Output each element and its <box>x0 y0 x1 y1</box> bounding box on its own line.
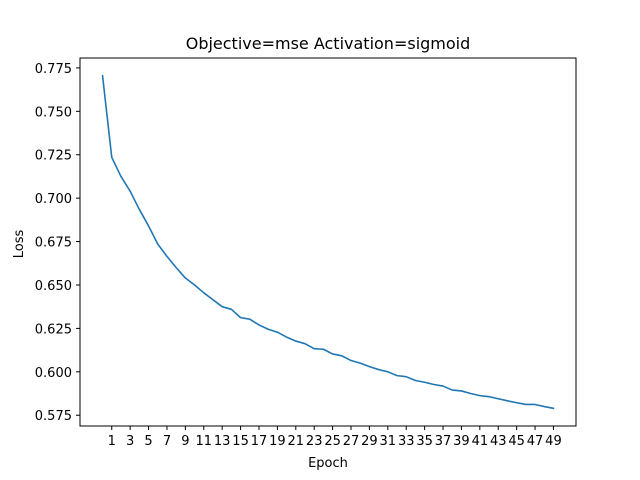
x-tick-label: 21 <box>288 434 305 449</box>
x-tick-label: 15 <box>232 434 249 449</box>
data-point <box>175 267 177 269</box>
data-point <box>286 336 288 338</box>
x-tick-label: 43 <box>490 434 507 449</box>
data-point <box>120 176 122 178</box>
x-tick-label: 37 <box>435 434 452 449</box>
data-point <box>442 385 444 387</box>
x-tick-label: 35 <box>416 434 433 449</box>
data-point <box>488 396 490 398</box>
data-point <box>111 157 113 159</box>
data-point <box>387 371 389 373</box>
y-tick-label: 0.650 <box>35 279 72 294</box>
x-tick-label: 1 <box>108 434 116 449</box>
data-point <box>277 331 279 333</box>
data-point <box>405 376 407 378</box>
data-point <box>497 398 499 400</box>
x-tick-label: 27 <box>343 434 360 449</box>
data-point <box>378 369 380 371</box>
y-tick-label: 0.725 <box>35 149 72 164</box>
data-point <box>350 360 352 362</box>
x-tick-label: 25 <box>324 434 341 449</box>
data-point <box>148 225 150 227</box>
x-tick-label: 23 <box>306 434 323 449</box>
x-tick-label: 3 <box>126 434 134 449</box>
data-point <box>212 299 214 301</box>
data-point <box>157 243 159 245</box>
data-point <box>424 381 426 383</box>
data-point <box>396 375 398 377</box>
data-point <box>323 348 325 350</box>
x-tick-label: 33 <box>398 434 415 449</box>
y-tick-label: 0.775 <box>35 62 72 77</box>
y-tick-label: 0.750 <box>35 105 72 120</box>
data-point <box>240 317 242 319</box>
data-point <box>415 380 417 382</box>
data-point <box>369 366 371 368</box>
data-point <box>341 355 343 357</box>
x-tick-label: 47 <box>527 434 544 449</box>
x-tick-label: 7 <box>163 434 171 449</box>
x-tick-label: 5 <box>144 434 152 449</box>
chart-title: Objective=mse Activation=sigmoid <box>186 34 471 53</box>
x-axis-label: Epoch <box>308 456 348 471</box>
x-tick-label: 11 <box>195 434 212 449</box>
x-tick-label: 45 <box>508 434 525 449</box>
data-point <box>543 406 545 408</box>
x-tick-label: 19 <box>269 434 286 449</box>
data-point <box>534 404 536 406</box>
data-point <box>221 306 223 308</box>
data-point <box>313 348 315 350</box>
data-point <box>433 384 435 386</box>
x-tick-label: 39 <box>453 434 470 449</box>
data-point <box>258 324 260 326</box>
x-tick-label: 29 <box>361 434 378 449</box>
data-point <box>249 318 251 320</box>
x-tick-label: 13 <box>214 434 231 449</box>
data-point <box>295 340 297 342</box>
data-point <box>139 209 141 211</box>
data-point <box>129 190 131 192</box>
data-point <box>553 407 555 409</box>
y-axis-ticks: 0.575 0.600 0.625 0.650 0.675 0.700 0.725 0.750… <box>35 62 80 424</box>
data-point <box>231 309 233 311</box>
data-point <box>516 402 518 404</box>
data-point <box>359 362 361 364</box>
data-point <box>185 277 187 279</box>
y-tick-label: 0.675 <box>35 236 72 251</box>
y-tick-label: 0.575 <box>35 409 72 424</box>
y-tick-label: 0.700 <box>35 192 72 207</box>
data-point <box>304 343 306 345</box>
x-tick-label: 49 <box>545 434 562 449</box>
plot-series <box>101 74 555 410</box>
data-point <box>451 389 453 391</box>
data-point <box>267 328 269 330</box>
data-point <box>479 395 481 397</box>
y-tick-label: 0.600 <box>35 366 72 381</box>
data-point <box>525 404 527 406</box>
data-point <box>461 390 463 392</box>
y-tick-label: 0.625 <box>35 322 72 337</box>
y-axis-label: Loss <box>12 230 27 259</box>
data-point <box>332 353 334 355</box>
x-tick-label: 17 <box>251 434 268 449</box>
data-point <box>166 256 168 258</box>
x-tick-label: 9 <box>181 434 189 449</box>
x-tick-label: 41 <box>472 434 489 449</box>
x-tick-label: 31 <box>380 434 397 449</box>
data-point <box>470 393 472 395</box>
data-point <box>194 284 196 286</box>
loss-series-line <box>101 74 555 410</box>
data-point <box>203 292 205 294</box>
data-point <box>102 75 104 77</box>
x-axis-ticks: 1 3 5 7 9 11 13 15 17 19 21 23 25 27 29 31 33 35 37 39 41 43 4… <box>108 426 562 449</box>
data-point <box>507 400 509 402</box>
